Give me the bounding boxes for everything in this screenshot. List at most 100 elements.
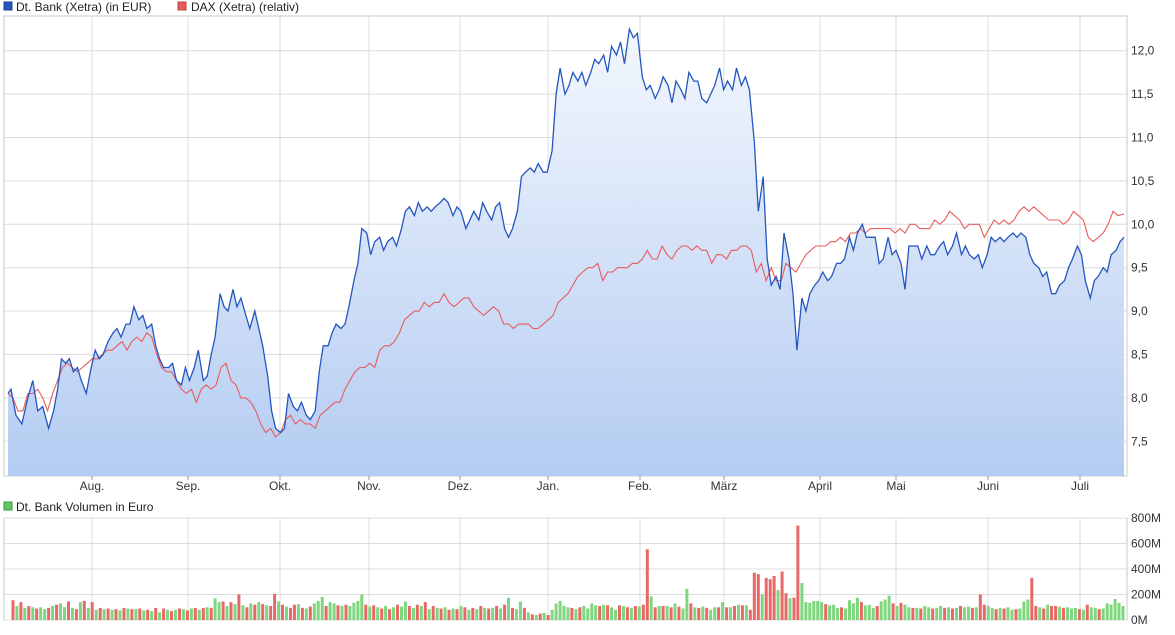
volume-bar	[1113, 599, 1117, 620]
volume-bar	[875, 606, 879, 620]
volume-bar	[1014, 609, 1018, 620]
volume-bar	[677, 606, 681, 620]
volume-bar	[669, 607, 673, 621]
volume-bar	[388, 609, 392, 620]
volume-bar	[487, 608, 491, 620]
volume-bar	[130, 609, 134, 620]
volume-bar	[522, 607, 526, 620]
volume-y-tick-label: 600M	[1131, 537, 1161, 551]
volume-bar	[955, 607, 958, 620]
volume-bar	[586, 608, 590, 620]
volume-bar	[300, 607, 304, 620]
price-x-axis: Aug. Sep. Okt. Nov. Dez. Jan. Feb. März April Mai…	[80, 476, 1089, 493]
volume-bar	[935, 607, 939, 620]
price-x-tick-label: März	[711, 479, 738, 493]
volume-bar	[431, 606, 435, 620]
volume-bar	[205, 607, 209, 621]
volume-bar	[82, 600, 86, 620]
volume-bar	[974, 607, 978, 621]
price-y-tick-label: 9,5	[1131, 261, 1148, 275]
volume-bar	[633, 606, 637, 620]
volume-bar	[39, 607, 43, 621]
volume-bar	[332, 603, 336, 620]
volume-bar	[241, 605, 245, 620]
volume-bar	[74, 609, 78, 620]
volume-bar	[19, 602, 23, 620]
volume-bar	[804, 602, 808, 620]
volume-bar	[828, 605, 832, 620]
volume-bar	[229, 602, 233, 620]
price-y-tick-label: 12,0	[1131, 44, 1155, 58]
volume-bar	[455, 609, 459, 620]
volume-bar	[915, 607, 919, 620]
volume-bar	[891, 603, 895, 620]
volume-bar	[927, 607, 931, 621]
volume-bar	[213, 598, 217, 620]
volume-bar	[610, 607, 614, 621]
price-y-tick-label: 10,5	[1131, 174, 1155, 188]
price-x-tick-label: Juli	[1071, 479, 1089, 493]
volume-bar	[376, 607, 380, 621]
volume-bar	[923, 606, 927, 620]
volume-bar	[737, 604, 740, 620]
volume-bar	[574, 609, 578, 620]
volume-bar	[277, 601, 281, 620]
volume-bar	[360, 594, 364, 620]
volume-bar	[281, 604, 284, 620]
volume-bar	[178, 608, 181, 620]
volume-bar	[94, 609, 98, 620]
volume-bar	[867, 604, 871, 620]
volume-bar	[511, 607, 514, 620]
volume-bar	[70, 607, 74, 620]
volume-bar	[986, 606, 990, 620]
volume-bar	[570, 607, 574, 620]
volume-bar	[356, 600, 360, 620]
price-y-axis: 12,0 11,5 11,0 10,5 10,0 9,5 9,0 8,5 8,0 7,5	[1131, 44, 1155, 449]
volume-bar	[705, 607, 709, 620]
volume-bar	[312, 603, 316, 620]
volume-bar	[645, 549, 649, 620]
volume-bar	[261, 604, 265, 620]
volume-bar	[475, 609, 479, 620]
volume-bar	[459, 606, 463, 620]
volume-bar	[400, 606, 403, 620]
volume-bar	[209, 607, 213, 620]
volume-bar	[197, 609, 201, 620]
volume-bar	[538, 613, 542, 620]
volume-bar	[729, 607, 732, 621]
volume-bar	[166, 609, 170, 620]
volume-bar	[237, 594, 241, 620]
volume-bar	[919, 608, 923, 620]
volume-bar	[86, 607, 90, 620]
price-legend: Dt. Bank (Xetra) (in EUR) DAX (Xetra) (r…	[3, 0, 299, 14]
dt-bank-line	[7, 26, 1125, 434]
volume-bar	[269, 606, 273, 620]
volume-bar	[578, 607, 582, 621]
volume-bar	[764, 577, 768, 620]
volume-bar	[352, 602, 356, 620]
volume-bar	[903, 604, 907, 620]
volume-bar	[784, 593, 788, 620]
volume-bar	[534, 614, 538, 620]
volume-bar	[503, 604, 507, 620]
volume-bar	[380, 608, 384, 620]
volume-bar	[1070, 608, 1073, 620]
volume-bar	[396, 604, 399, 620]
volume-bar	[146, 609, 150, 620]
volume-bar	[150, 611, 154, 620]
volume-bar	[253, 604, 257, 620]
volume-bar	[895, 606, 899, 620]
volume-bar	[1066, 607, 1069, 621]
volume-bar	[970, 607, 974, 620]
volume-legend: Dt. Bank Volumen in Euro	[3, 500, 154, 514]
volume-bar	[725, 607, 729, 621]
volume-bar	[257, 602, 261, 620]
price-x-tick-label: Sep.	[176, 479, 201, 493]
volume-bar	[344, 604, 348, 620]
volume-bar	[1054, 606, 1058, 620]
volume-bar	[661, 606, 665, 620]
volume-bar	[31, 607, 35, 621]
volume-bar	[709, 609, 713, 620]
legend-swatch-dax	[177, 1, 187, 11]
legend-label-dax: DAX (Xetra) (relativ)	[191, 0, 299, 14]
